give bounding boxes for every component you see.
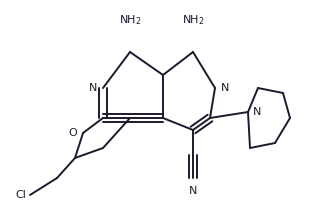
Text: NH$_2$: NH$_2$ [119, 13, 141, 27]
Text: O: O [68, 128, 77, 138]
Text: N: N [89, 83, 97, 93]
Text: N: N [253, 107, 261, 117]
Text: N: N [221, 83, 229, 93]
Text: N: N [189, 186, 197, 196]
Text: NH$_2$: NH$_2$ [182, 13, 204, 27]
Text: Cl: Cl [15, 190, 26, 200]
